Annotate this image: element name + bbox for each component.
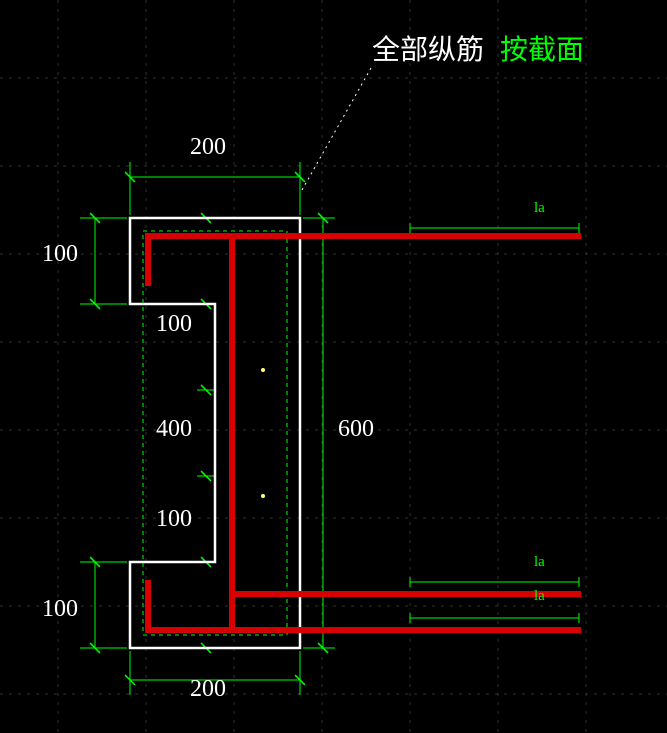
cad-diagram xyxy=(0,0,667,733)
dim-right-600: 600 xyxy=(338,416,374,443)
dim-left-100b: 100 xyxy=(42,596,78,623)
dim-top-200: 200 xyxy=(190,134,226,161)
la-label-3: la xyxy=(534,588,545,605)
title-part2: 按截面 xyxy=(500,28,584,68)
la-dimension-layer xyxy=(410,223,579,623)
la-label-2: la xyxy=(534,554,545,571)
dim-mid-400: 400 xyxy=(156,416,192,443)
dimension-layer xyxy=(80,162,335,695)
dim-mid-100b: 100 xyxy=(156,506,192,533)
title-part1: 全部纵筋 xyxy=(372,28,484,68)
dim-mid-100a: 100 xyxy=(156,311,192,338)
leader-layer xyxy=(302,68,371,190)
grid-layer xyxy=(0,0,667,733)
dim-bot-200: 200 xyxy=(190,676,226,703)
la-label-1: la xyxy=(534,200,545,217)
dim-left-100a: 100 xyxy=(42,241,78,268)
